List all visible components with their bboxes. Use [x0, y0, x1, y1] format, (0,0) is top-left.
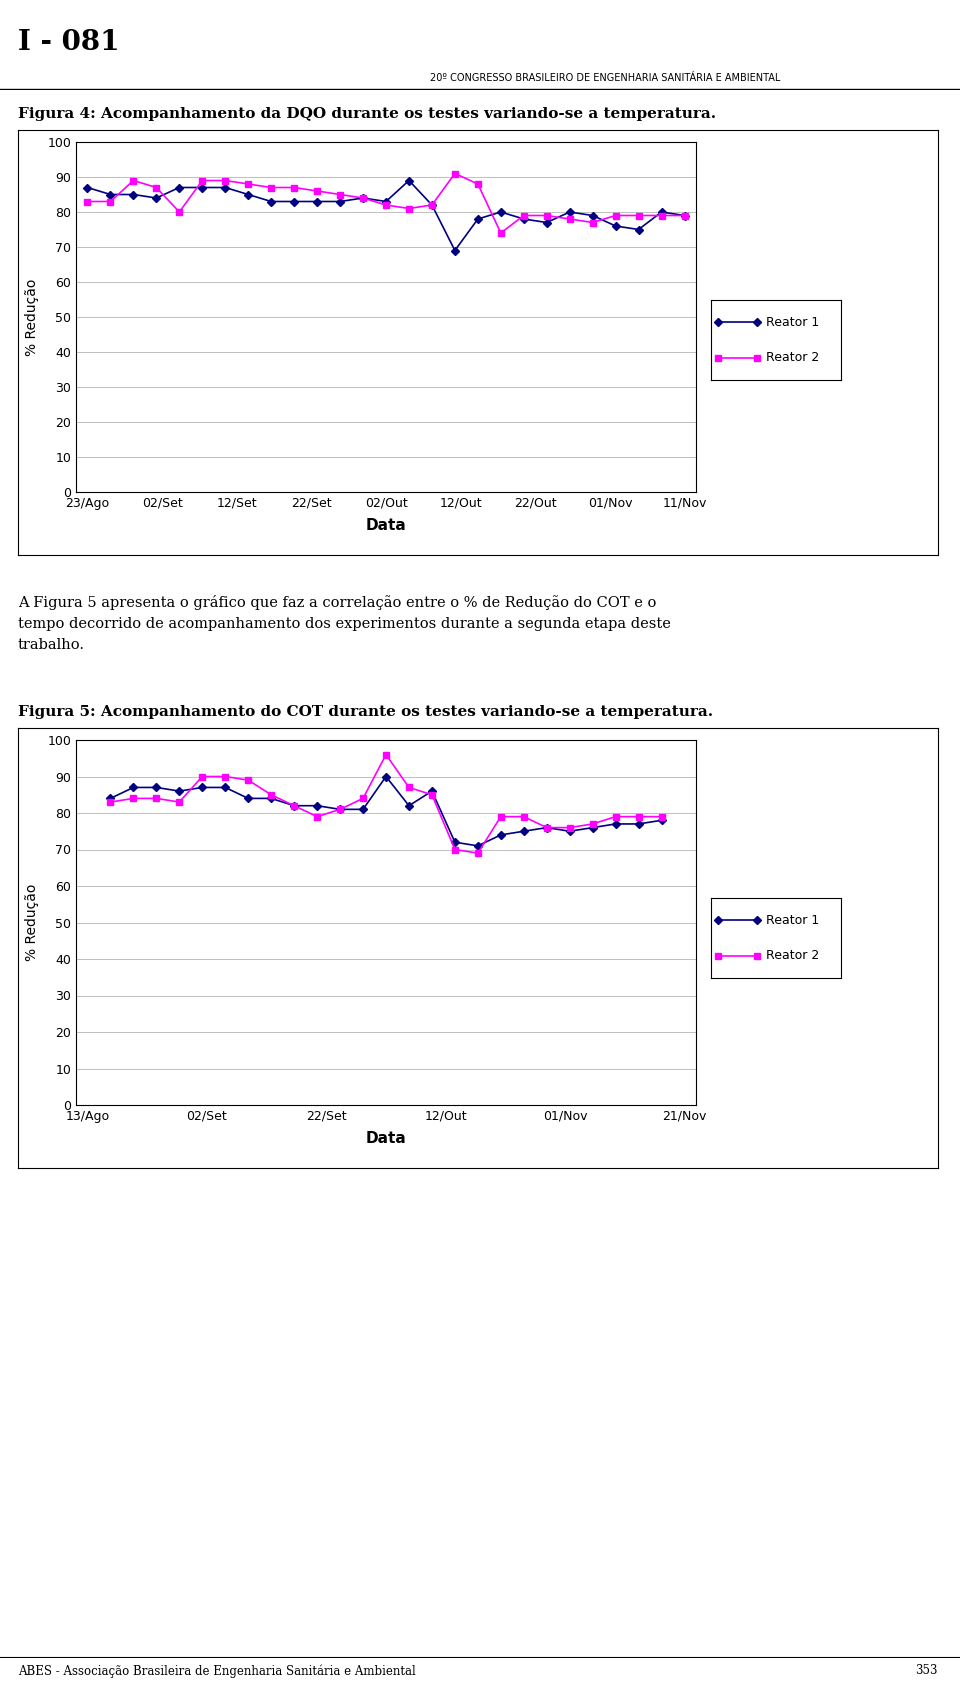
- Text: tempo decorrido de acompanhamento dos experimentos durante a segunda etapa deste: tempo decorrido de acompanhamento dos ex…: [18, 617, 671, 631]
- Y-axis label: % Redução: % Redução: [25, 883, 39, 961]
- Text: ABES - Associação Brasileira de Engenharia Sanitária e Ambiental: ABES - Associação Brasileira de Engenhar…: [18, 1664, 416, 1678]
- Text: Reator 1: Reator 1: [766, 914, 819, 927]
- Text: I - 081: I - 081: [18, 29, 119, 56]
- Text: Figura 4: Acompanhamento da DQO durante os testes variando-se a temperatura.: Figura 4: Acompanhamento da DQO durante …: [18, 106, 716, 121]
- Y-axis label: % Redução: % Redução: [25, 278, 39, 356]
- Text: Reator 2: Reator 2: [766, 351, 819, 364]
- Text: Reator 2: Reator 2: [766, 949, 819, 963]
- Text: 353: 353: [916, 1664, 938, 1678]
- Text: Figura 5: Acompanhamento do COT durante os testes variando-se a temperatura.: Figura 5: Acompanhamento do COT durante …: [18, 705, 713, 718]
- Text: Reator 1: Reator 1: [766, 315, 819, 329]
- Text: trabalho.: trabalho.: [18, 639, 85, 652]
- X-axis label: Data: Data: [366, 1131, 406, 1146]
- Text: 20º CONGRESSO BRASILEIRO DE ENGENHARIA SANITÁRIA E AMBIENTAL: 20º CONGRESSO BRASILEIRO DE ENGENHARIA S…: [430, 72, 780, 83]
- X-axis label: Data: Data: [366, 518, 406, 533]
- Text: A Figura 5 apresenta o gráfico que faz a correlação entre o % de Redução do COT : A Figura 5 apresenta o gráfico que faz a…: [18, 595, 657, 610]
